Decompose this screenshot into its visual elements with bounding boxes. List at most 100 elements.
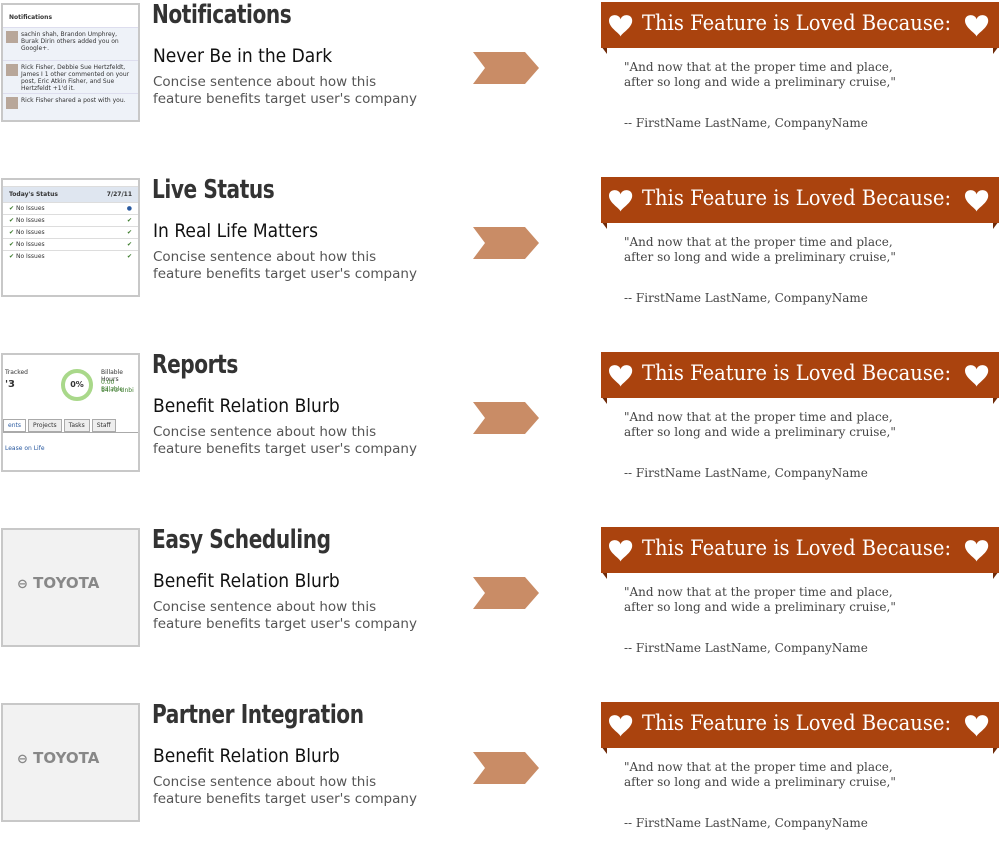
feature-description: Concise sentence about how this feature … bbox=[153, 74, 417, 107]
thumb-text: Rick Fisher, Debbie Sue Hertzfeldt, Jame… bbox=[21, 64, 130, 92]
feature-title: Live Status bbox=[152, 175, 275, 205]
thumb-logo: ⊖ TOYOTA bbox=[17, 574, 100, 592]
testimonial-attribution: -- FirstName LastName, CompanyName bbox=[624, 116, 868, 130]
banner: This Feature is Loved Because: bbox=[601, 702, 999, 757]
banner-body bbox=[601, 177, 999, 223]
feature-row: ⊖ TOYOTA Partner Integration Benefit Rela… bbox=[0, 700, 1000, 849]
thumb-date: 7/27/11 bbox=[106, 191, 132, 198]
feature-title: Notifications bbox=[152, 0, 292, 30]
thumb-item: sachin shah, Brandon Umphrey, Burak Diri… bbox=[3, 27, 138, 60]
chevron-arrow bbox=[473, 52, 539, 84]
feature-subtitle: Benefit Relation Blurb bbox=[153, 570, 340, 592]
chevron-shape bbox=[473, 227, 539, 259]
thumb-link: Lease on Life bbox=[5, 445, 45, 452]
testimonial-attribution: -- FirstName LastName, CompanyName bbox=[624, 641, 868, 655]
feature-description: Concise sentence about how this feature … bbox=[153, 424, 417, 457]
thumb-tabs: ents Projects Tasks Staff bbox=[3, 419, 138, 433]
thumb-item: ✔ No Issues ✔ bbox=[3, 250, 138, 262]
banner-text: This Feature is Loved Because: bbox=[642, 361, 952, 385]
banner-shape bbox=[601, 702, 999, 754]
thumb-item: Rick Fisher, Debbie Sue Hertzfeldt, Jame… bbox=[3, 60, 138, 93]
banner-shape bbox=[601, 2, 999, 54]
feature-subtitle: In Real Life Matters bbox=[153, 220, 318, 242]
feature-row: ⊖ TOYOTA Easy Scheduling Benefit Relation… bbox=[0, 525, 1000, 700]
thumbnail: ⊖ TOYOTA bbox=[1, 703, 140, 822]
feature-subtitle: Never Be in the Dark bbox=[153, 45, 333, 67]
chevron-arrow bbox=[473, 227, 539, 259]
thumb-logo-text: TOYOTA bbox=[33, 749, 100, 767]
heart-icon bbox=[609, 365, 633, 387]
thumb-number: '3 bbox=[5, 379, 16, 390]
thumbnail: Tracked '3 0% Billable Hours 0.00 Billab… bbox=[1, 353, 140, 472]
banner-text: This Feature is Loved Because: bbox=[642, 536, 952, 560]
thumb-side-item: 14.73 Unbi bbox=[101, 387, 134, 394]
banner: This Feature is Loved Because: bbox=[601, 177, 999, 232]
thumb-logo: ⊖ TOYOTA bbox=[17, 749, 100, 767]
thumb-text: No Issues bbox=[15, 241, 45, 248]
banner: This Feature is Loved Because: bbox=[601, 352, 999, 407]
chevron-shape bbox=[473, 752, 539, 784]
thumb-item: Rick Fisher shared a post with you. bbox=[3, 93, 138, 120]
feature-title: Easy Scheduling bbox=[152, 525, 331, 555]
thumb-heading: Notifications bbox=[3, 5, 138, 27]
chevron-arrow bbox=[473, 577, 539, 609]
banner-text: This Feature is Loved Because: bbox=[642, 186, 952, 210]
testimonial-quote: "And now that at the proper time and pla… bbox=[624, 235, 896, 264]
thumb-header: Today's Status 7/27/11 bbox=[3, 186, 138, 202]
testimonial-attribution: -- FirstName LastName, CompanyName bbox=[624, 291, 868, 305]
thumb-tab: Staff bbox=[91, 419, 116, 432]
thumb-tab: Tasks bbox=[63, 419, 90, 432]
banner-text: This Feature is Loved Because: bbox=[642, 11, 952, 35]
thumb-item: ✔ No Issues ✔ bbox=[3, 214, 138, 226]
heart-icon bbox=[965, 190, 989, 212]
banner-body bbox=[601, 702, 999, 748]
heart-icon bbox=[609, 715, 633, 737]
banner: This Feature is Loved Because: bbox=[601, 2, 999, 57]
thumbnail: Today's Status 7/27/11 ✔ No Issues ● ✔ No … bbox=[1, 178, 140, 297]
feature-title: Reports bbox=[152, 350, 238, 380]
testimonial-attribution: -- FirstName LastName, CompanyName bbox=[624, 816, 868, 830]
thumb-tab: ents bbox=[3, 419, 26, 432]
thumb-tab: Projects bbox=[27, 419, 62, 432]
thumbnail: ⊖ TOYOTA bbox=[1, 528, 140, 647]
thumb-text: No Issues bbox=[15, 253, 45, 260]
thumb-heading: Today's Status bbox=[9, 191, 58, 198]
thumb-item: ✔ No Issues ● bbox=[3, 202, 138, 214]
heart-icon bbox=[609, 540, 633, 562]
thumbnail: Notifications sachin shah, Brandon Umphr… bbox=[1, 3, 140, 122]
thumb-logo-text: TOYOTA bbox=[33, 574, 100, 592]
testimonial-quote: "And now that at the proper time and pla… bbox=[624, 60, 896, 89]
banner-body bbox=[601, 527, 999, 573]
testimonial-quote: "And now that at the proper time and pla… bbox=[624, 760, 896, 789]
feature-title: Partner Integration bbox=[152, 700, 364, 730]
banner-shape bbox=[601, 352, 999, 404]
feature-description: Concise sentence about how this feature … bbox=[153, 249, 417, 282]
banner-text: This Feature is Loved Because: bbox=[642, 711, 952, 735]
feature-row: Tracked '3 0% Billable Hours 0.00 Billab… bbox=[0, 350, 1000, 525]
heart-icon bbox=[609, 15, 633, 37]
chevron-shape bbox=[473, 52, 539, 84]
chevron-shape bbox=[473, 402, 539, 434]
banner-body bbox=[601, 352, 999, 398]
testimonial-attribution: -- FirstName LastName, CompanyName bbox=[624, 466, 868, 480]
feature-subtitle: Benefit Relation Blurb bbox=[153, 395, 340, 417]
banner-shape bbox=[601, 527, 999, 579]
thumb-heading: Tracked bbox=[5, 369, 28, 376]
thumb-text: sachin shah, Brandon Umphrey, Burak Diri… bbox=[21, 31, 119, 52]
chevron-arrow bbox=[473, 402, 539, 434]
heart-icon bbox=[609, 190, 633, 212]
thumb-percent: 0% bbox=[61, 369, 93, 401]
thumb-side-heading: Billable Hours bbox=[101, 369, 123, 383]
chevron-arrow bbox=[473, 752, 539, 784]
thumb-side-item: 0.00 Billable bbox=[101, 379, 123, 393]
testimonial-quote: "And now that at the proper time and pla… bbox=[624, 410, 896, 439]
banner: This Feature is Loved Because: bbox=[601, 527, 999, 582]
heart-icon bbox=[965, 15, 989, 37]
heart-icon bbox=[965, 365, 989, 387]
banner-body bbox=[601, 2, 999, 48]
chevron-shape bbox=[473, 577, 539, 609]
feature-row: Today's Status 7/27/11 ✔ No Issues ● ✔ No … bbox=[0, 175, 1000, 350]
thumb-text: No Issues bbox=[15, 205, 45, 212]
thumb-item: ✔ No Issues ✔ bbox=[3, 238, 138, 250]
